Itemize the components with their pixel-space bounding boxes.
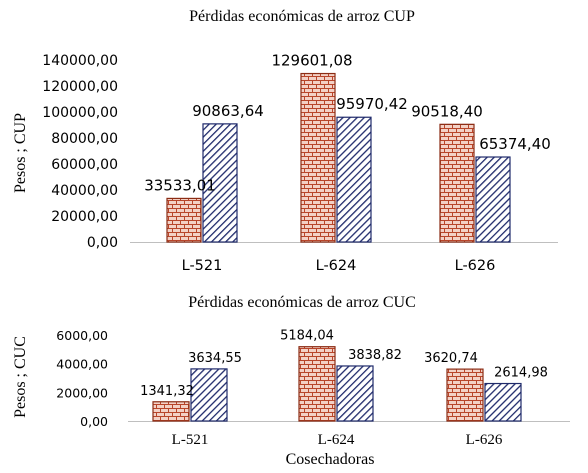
chart-cup-category-label: L-521 — [182, 258, 223, 274]
chart-cuc-y-tick-label: 4000,00 — [56, 357, 108, 372]
chart-cup-bar-l-626-2 — [475, 156, 511, 243]
chart-cup-y-tick-label: 80000,00 — [51, 131, 118, 147]
chart-cup-y-tick-label: 0,00 — [87, 235, 118, 251]
chart-cup: Pérdidas económicas de arroz CUP Pesos ;… — [12, 8, 558, 274]
chart-cuc-bar-l-624-1 — [298, 346, 336, 422]
chart-cup-title: Pérdidas económicas de arroz CUP — [189, 8, 415, 25]
chart-cup-data-label: 129601,08 — [271, 52, 352, 70]
chart-cup-y-axis-label: Pesos ; CUP — [12, 113, 29, 193]
chart-cup-y-tick-label: 140000,00 — [42, 53, 118, 69]
chart-cup-data-label: 95970,42 — [336, 95, 408, 113]
chart-cuc-category-label: L-624 — [318, 432, 355, 448]
chart-cuc-category-label: L-521 — [172, 432, 209, 448]
chart-cup-data-label: 65374,40 — [479, 135, 551, 153]
chart-cuc-data-label: 3838,82 — [348, 348, 402, 363]
chart-cuc-data-label: 3620,74 — [424, 351, 478, 366]
chart-cup-data-labels: 33533,01 90863,64 129601,08 95970,42 90518,4… — [144, 52, 551, 195]
chart-cup-bar-l-521-2 — [202, 123, 238, 243]
chart-cup-category-label: L-626 — [455, 258, 496, 274]
chart-cup-y-ticks: 0,00 20000,00 40000,00 60000,00 80000,00 1000… — [42, 53, 118, 251]
chart-cup-data-label: 90518,40 — [411, 102, 483, 120]
chart-cuc-data-labels: 1341,32 3634,55 5184,04 3838,82 3620,74 2614,… — [140, 329, 548, 399]
chart-cuc-title: Pérdidas económicas de arroz CUC — [188, 294, 415, 311]
chart-cuc: Pérdidas económicas de arroz CUC Pesos ;… — [12, 294, 570, 468]
chart-cuc-bars — [152, 346, 522, 422]
chart-cup-bar-l-624-2 — [336, 116, 372, 243]
chart-cuc-y-ticks: 0,00 2000,00 4000,00 6000,00 — [56, 328, 108, 429]
chart-cup-y-tick-label: 60000,00 — [51, 157, 118, 173]
chart-cup-category-label: L-624 — [316, 258, 357, 274]
chart-cuc-data-label: 1341,32 — [140, 384, 194, 399]
chart-cup-data-label: 33533,01 — [144, 176, 216, 194]
chart-cuc-category-label: L-626 — [466, 432, 503, 448]
chart-cuc-data-label: 2614,98 — [494, 366, 548, 381]
chart-cuc-bar-l-521-2 — [190, 368, 228, 422]
chart-cuc-data-label: 3634,55 — [188, 351, 242, 366]
chart-cup-bar-l-521-1 — [166, 197, 202, 243]
chart-cup-bar-l-624-1 — [300, 72, 336, 243]
chart-cuc-data-label: 5184,04 — [280, 329, 334, 344]
chart-cup-data-label: 90863,64 — [192, 102, 264, 120]
chart-cuc-x-axis-label: Cosechadoras — [286, 451, 375, 468]
chart-cup-y-tick-label: 20000,00 — [51, 209, 118, 225]
chart-cuc-y-axis-label: Pesos ; CUC — [12, 336, 29, 418]
chart-cuc-bar-l-626-1 — [446, 368, 484, 422]
chart-cup-bar-l-626-1 — [439, 123, 475, 243]
chart-cuc-y-tick-label: 2000,00 — [56, 385, 108, 400]
chart-cuc-bar-l-624-2 — [336, 365, 374, 422]
chart-cup-y-tick-label: 120000,00 — [42, 79, 118, 95]
chart-cup-y-tick-label: 100000,00 — [42, 105, 118, 121]
chart-cuc-bar-l-521-1 — [152, 401, 190, 422]
chart-cuc-bar-l-626-2 — [484, 382, 522, 422]
chart-cup-bars — [166, 72, 511, 243]
chart-cuc-y-tick-label: 0,00 — [80, 414, 108, 429]
chart-cup-categories: L-521 L-624 L-626 — [182, 258, 496, 274]
chart-cuc-categories: L-521 L-624 L-626 — [172, 432, 503, 448]
chart-cuc-y-tick-label: 6000,00 — [56, 328, 108, 343]
chart-cup-y-tick-label: 40000,00 — [51, 183, 118, 199]
